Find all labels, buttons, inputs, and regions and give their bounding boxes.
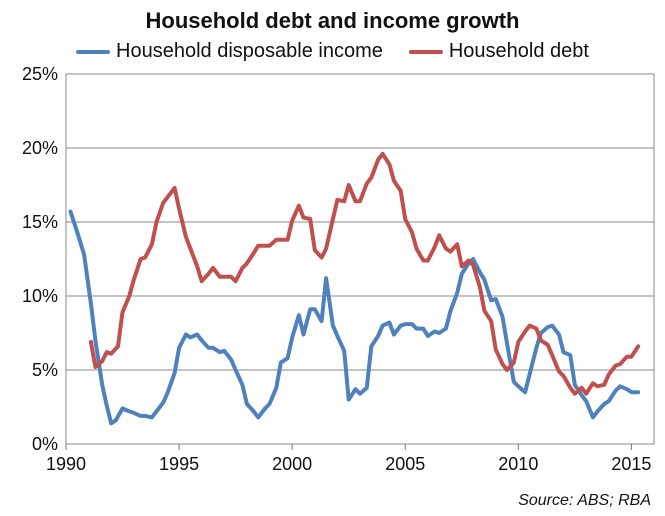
y-tick-label: 20%	[22, 138, 58, 158]
y-tick-label: 15%	[22, 212, 58, 232]
y-tick-label: 0%	[32, 434, 58, 454]
plot-frame	[65, 73, 655, 445]
legend-item-debt: Household debt	[408, 40, 589, 63]
legend-label-debt: Household debt	[448, 40, 589, 62]
legend-swatch-income	[76, 49, 111, 54]
series-line-household-disposable-income	[68, 209, 641, 426]
x-tick-label: 2000	[272, 454, 312, 474]
chart-title: Household debt and income growth	[145, 8, 520, 33]
y-tick-label: 10%	[22, 286, 58, 306]
y-tick-label: 5%	[32, 360, 58, 380]
legend-item-income: Household disposable income	[76, 40, 383, 63]
series-line-household-debt	[88, 151, 641, 396]
x-tick-label: 2010	[498, 454, 538, 474]
x-tick-label: 2005	[385, 454, 425, 474]
chart-legend: Household disposable income Household de…	[0, 40, 665, 63]
y-tick-label: 25%	[22, 64, 58, 84]
x-tick-label: 1995	[159, 454, 199, 474]
legend-label-income: Household disposable income	[116, 40, 383, 62]
legend-swatch-debt	[408, 49, 443, 54]
source-note: Source: ABS; RBA	[518, 492, 651, 509]
x-tick-label: 2015	[611, 454, 651, 474]
x-tick-label: 1990	[46, 454, 86, 474]
